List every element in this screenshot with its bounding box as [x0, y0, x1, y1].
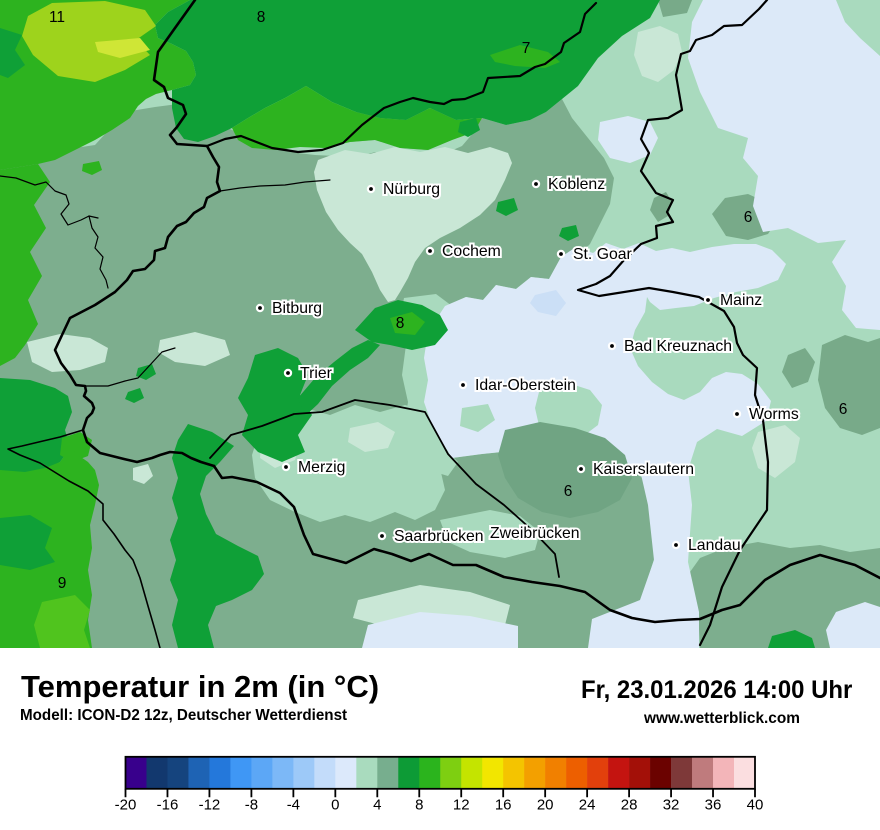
svg-text:20: 20	[537, 797, 554, 814]
svg-text:Bitburg: Bitburg	[272, 300, 322, 317]
svg-text:6: 6	[744, 209, 753, 226]
svg-text:Zweibrücken: Zweibrücken	[490, 525, 580, 542]
svg-text:Saarbrücken: Saarbrücken	[394, 528, 484, 545]
svg-text:-8: -8	[245, 797, 258, 814]
svg-text:Bad Kreuznach: Bad Kreuznach	[624, 338, 732, 355]
svg-text:24: 24	[579, 797, 596, 814]
svg-text:6: 6	[564, 483, 573, 500]
svg-text:Idar-Oberstein: Idar-Oberstein	[475, 377, 576, 394]
svg-text:-12: -12	[199, 797, 221, 814]
svg-text:28: 28	[621, 797, 638, 814]
svg-text:8: 8	[257, 9, 266, 26]
svg-text:Trier: Trier	[300, 365, 332, 382]
svg-text:St. Goar: St. Goar	[573, 246, 632, 263]
svg-text:Worms: Worms	[749, 406, 799, 423]
svg-text:Koblenz: Koblenz	[548, 176, 605, 193]
svg-text:40: 40	[747, 797, 764, 814]
svg-text:Nürburg: Nürburg	[383, 181, 440, 198]
svg-text:Kaiserslautern: Kaiserslautern	[593, 461, 694, 478]
svg-text:8: 8	[415, 797, 423, 814]
svg-text:8: 8	[396, 315, 405, 332]
svg-text:9: 9	[58, 575, 67, 592]
svg-text:36: 36	[705, 797, 722, 814]
svg-text:7: 7	[522, 40, 531, 57]
svg-text:-20: -20	[115, 797, 137, 814]
svg-text:Landau: Landau	[688, 537, 741, 554]
svg-text:11: 11	[49, 9, 65, 26]
svg-text:Mainz: Mainz	[720, 292, 762, 309]
svg-text:Merzig: Merzig	[298, 459, 345, 476]
svg-text:Cochem: Cochem	[442, 243, 501, 260]
svg-text:4: 4	[373, 797, 381, 814]
svg-text:0: 0	[331, 797, 339, 814]
svg-text:6: 6	[839, 401, 848, 418]
svg-text:12: 12	[453, 797, 470, 814]
svg-text:32: 32	[663, 797, 680, 814]
svg-text:16: 16	[495, 797, 512, 814]
svg-text:-16: -16	[157, 797, 179, 814]
svg-text:-4: -4	[287, 797, 300, 814]
